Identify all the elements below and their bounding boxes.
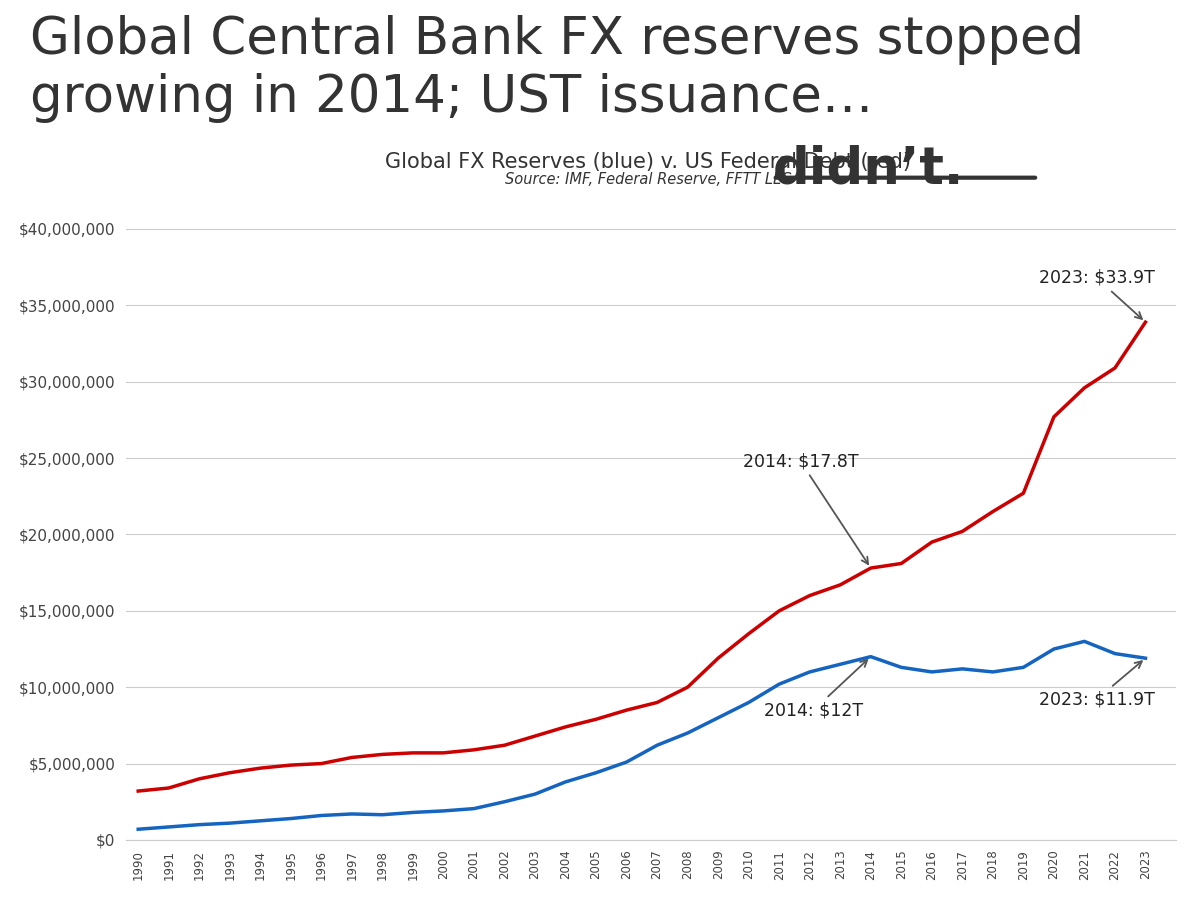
Text: didn’t.: didn’t. (773, 144, 964, 194)
Text: Global FX Reserves (blue) v. US Federal Debt (red): Global FX Reserves (blue) v. US Federal … (385, 151, 911, 172)
Text: 2023: $33.9T: 2023: $33.9T (1039, 269, 1154, 319)
Text: 2014: $17.8T: 2014: $17.8T (743, 452, 868, 564)
Text: 2023: $11.9T: 2023: $11.9T (1039, 661, 1154, 709)
Text: FOREST FOR THE TREES: FOREST FOR THE TREES (506, 892, 694, 906)
Text: 2014: $12T: 2014: $12T (764, 660, 868, 719)
Text: Global Central Bank FX reserves stopped
growing in 2014; UST issuance…: Global Central Bank FX reserves stopped … (30, 16, 1084, 123)
Text: Source: IMF, Federal Reserve, FFTT LLC: Source: IMF, Federal Reserve, FFTT LLC (505, 173, 791, 187)
Text: 3: 3 (1160, 892, 1170, 906)
